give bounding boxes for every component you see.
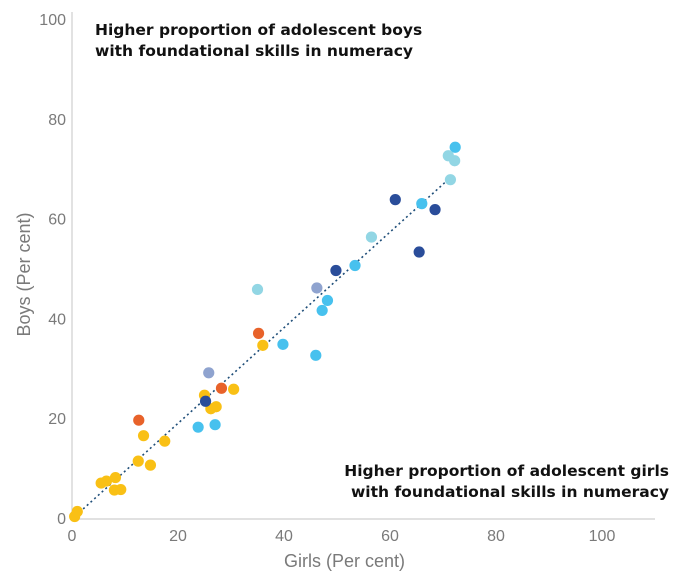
data-point [159,435,171,447]
data-point [310,349,322,361]
data-point [144,459,157,471]
data-point [311,282,323,294]
y-tick-label: 0 [57,511,66,528]
data-point [316,304,328,317]
data-point [203,367,215,379]
data-point [100,475,113,487]
data-point [132,455,144,467]
x-axis-ticks: 0 20 40 60 80 100 [68,528,616,545]
data-point [449,155,461,167]
x-tick-label: 100 [589,528,616,545]
x-tick-label: 0 [68,528,77,545]
data-point [228,383,240,395]
data-point [210,401,222,413]
data-point [215,382,228,394]
data-point [413,246,425,258]
x-axis-title: Girls (Per cent) [284,551,405,571]
data-point [365,231,378,243]
data-point [257,339,269,351]
data-point [109,471,122,484]
x-tick-label: 20 [169,528,187,545]
data-point [321,294,334,307]
x-tick-label: 60 [381,528,399,545]
data-point [137,430,150,442]
data-point [330,264,342,277]
data-point [389,194,401,206]
data-point [133,414,145,426]
data-point [429,204,441,216]
data-point [416,198,428,210]
data-point [209,419,221,431]
x-tick-label: 40 [275,528,293,545]
annotation-girls-line-2: with foundational skills in numeracy [351,483,669,501]
data-point [115,483,127,496]
y-axis-ticks: 0 20 40 60 80 100 [39,12,66,528]
annotation-boys-line-1: Higher proportion of adolescent boys [95,21,422,39]
data-point [192,421,204,433]
annotation-boys-line-2: with foundational skills in numeracy [95,42,413,60]
data-point [251,283,264,296]
data-point [252,327,265,339]
x-tick-label: 80 [487,528,505,545]
data-point [199,395,212,407]
y-tick-label: 40 [48,311,66,328]
data-point [349,259,361,272]
data-points [69,141,461,523]
annotation-girls-line-1: Higher proportion of adolescent girls [344,462,669,480]
data-point [71,505,83,518]
y-tick-label: 60 [48,212,66,229]
y-tick-label: 100 [39,12,66,29]
y-tick-label: 80 [48,112,66,129]
data-point [444,174,457,186]
data-point [449,141,461,153]
data-point [277,338,289,350]
y-tick-label: 20 [48,411,66,428]
axes [71,12,655,520]
y-axis-title: Boys (Per cent) [14,212,34,336]
